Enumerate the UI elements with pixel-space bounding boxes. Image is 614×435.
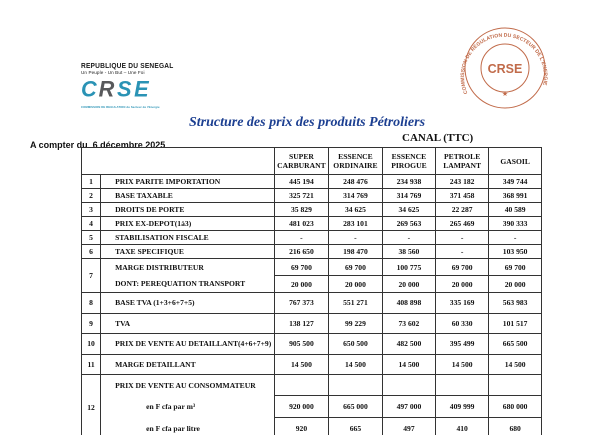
svg-text:R: R xyxy=(99,78,115,101)
svg-text:E: E xyxy=(134,78,150,101)
svg-text:★: ★ xyxy=(502,90,508,98)
svg-text:CRSE: CRSE xyxy=(488,62,523,76)
svg-text:C: C xyxy=(81,78,97,101)
svg-text:S: S xyxy=(117,78,132,101)
